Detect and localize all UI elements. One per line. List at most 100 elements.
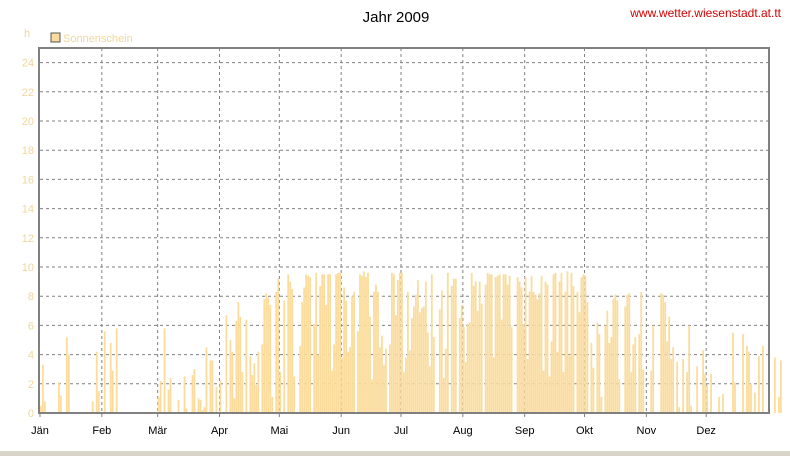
bar [612,299,615,413]
bar [562,372,565,413]
bar [371,379,373,413]
bar [369,316,371,413]
bar [490,274,493,413]
bar [722,394,724,413]
bar [748,351,750,413]
x-tick-label: Jun [332,425,350,437]
bar [157,396,160,413]
bar [163,328,166,413]
bar [564,291,567,413]
bar [307,275,310,413]
bar [534,294,537,413]
bar [718,396,720,413]
bar [432,337,435,413]
bar [418,312,421,413]
x-tick-label: Nov [637,425,657,437]
bar [618,379,621,413]
bar [401,272,403,413]
bar [265,293,268,413]
bar [399,272,401,413]
bar [349,347,351,413]
bar [538,293,541,413]
bar [518,281,521,413]
y-tick-label: 4 [28,350,34,362]
bar [183,376,186,413]
bar [474,281,477,413]
bar [544,281,547,413]
bar [660,293,663,413]
bar [532,291,535,413]
bar [271,396,274,413]
y-tick-label: 10 [22,262,34,274]
y-tick-label: 16 [22,174,34,186]
bar [552,274,555,413]
bar [586,302,589,413]
website-link[interactable]: www.wetter.wiesenstadt.at.tt [629,6,781,20]
bar [159,380,162,413]
bar [347,351,349,413]
bar [556,351,559,413]
bar [630,372,633,413]
bar [584,275,587,413]
bar [333,344,335,413]
bar [458,318,461,413]
bar [111,370,114,413]
bar [624,306,627,413]
bar [289,281,292,413]
bar [668,316,671,413]
bar [506,284,509,413]
bar [746,345,748,413]
y-tick-label: 14 [22,204,34,216]
y-tick-label: 12 [22,233,34,245]
x-tick-label: Okt [576,425,593,437]
bar [381,335,383,413]
x-tick-label: Feb [92,425,111,437]
y-tick-label: 8 [28,291,34,303]
bar [412,306,415,413]
bar [337,272,339,413]
bar [59,395,62,413]
bar [235,321,238,413]
bar [241,372,244,413]
bar [470,272,473,413]
bar [444,348,447,413]
bar [309,277,312,413]
bar [424,281,427,413]
bar [530,275,533,413]
bar [706,385,708,413]
bar [325,304,328,413]
y-tick-label: 2 [28,379,34,391]
bar [758,356,760,413]
bar [634,337,637,413]
bar [536,299,539,413]
bar [351,296,353,413]
bar [395,315,397,413]
bar [488,274,491,413]
bar [255,385,258,413]
bar [558,281,561,413]
bar [662,294,665,413]
bar [327,274,330,413]
bar [560,272,563,413]
x-tick-label: Jul [394,425,408,437]
bar [762,345,764,413]
legend: Sonnenschein [50,32,133,45]
bar [542,370,545,413]
bar [345,300,347,413]
bar [391,272,393,413]
bar [522,323,525,413]
x-tick-label: Dez [696,425,716,437]
bar [628,293,631,413]
bar [430,274,433,413]
bar [450,285,453,413]
bar [343,287,345,413]
y-tick-label: 18 [22,145,34,157]
bar [231,351,234,413]
bar [389,344,391,413]
bar [225,315,228,413]
x-tick-label: Jän [31,425,49,437]
bar [526,358,529,413]
bar [410,318,413,413]
